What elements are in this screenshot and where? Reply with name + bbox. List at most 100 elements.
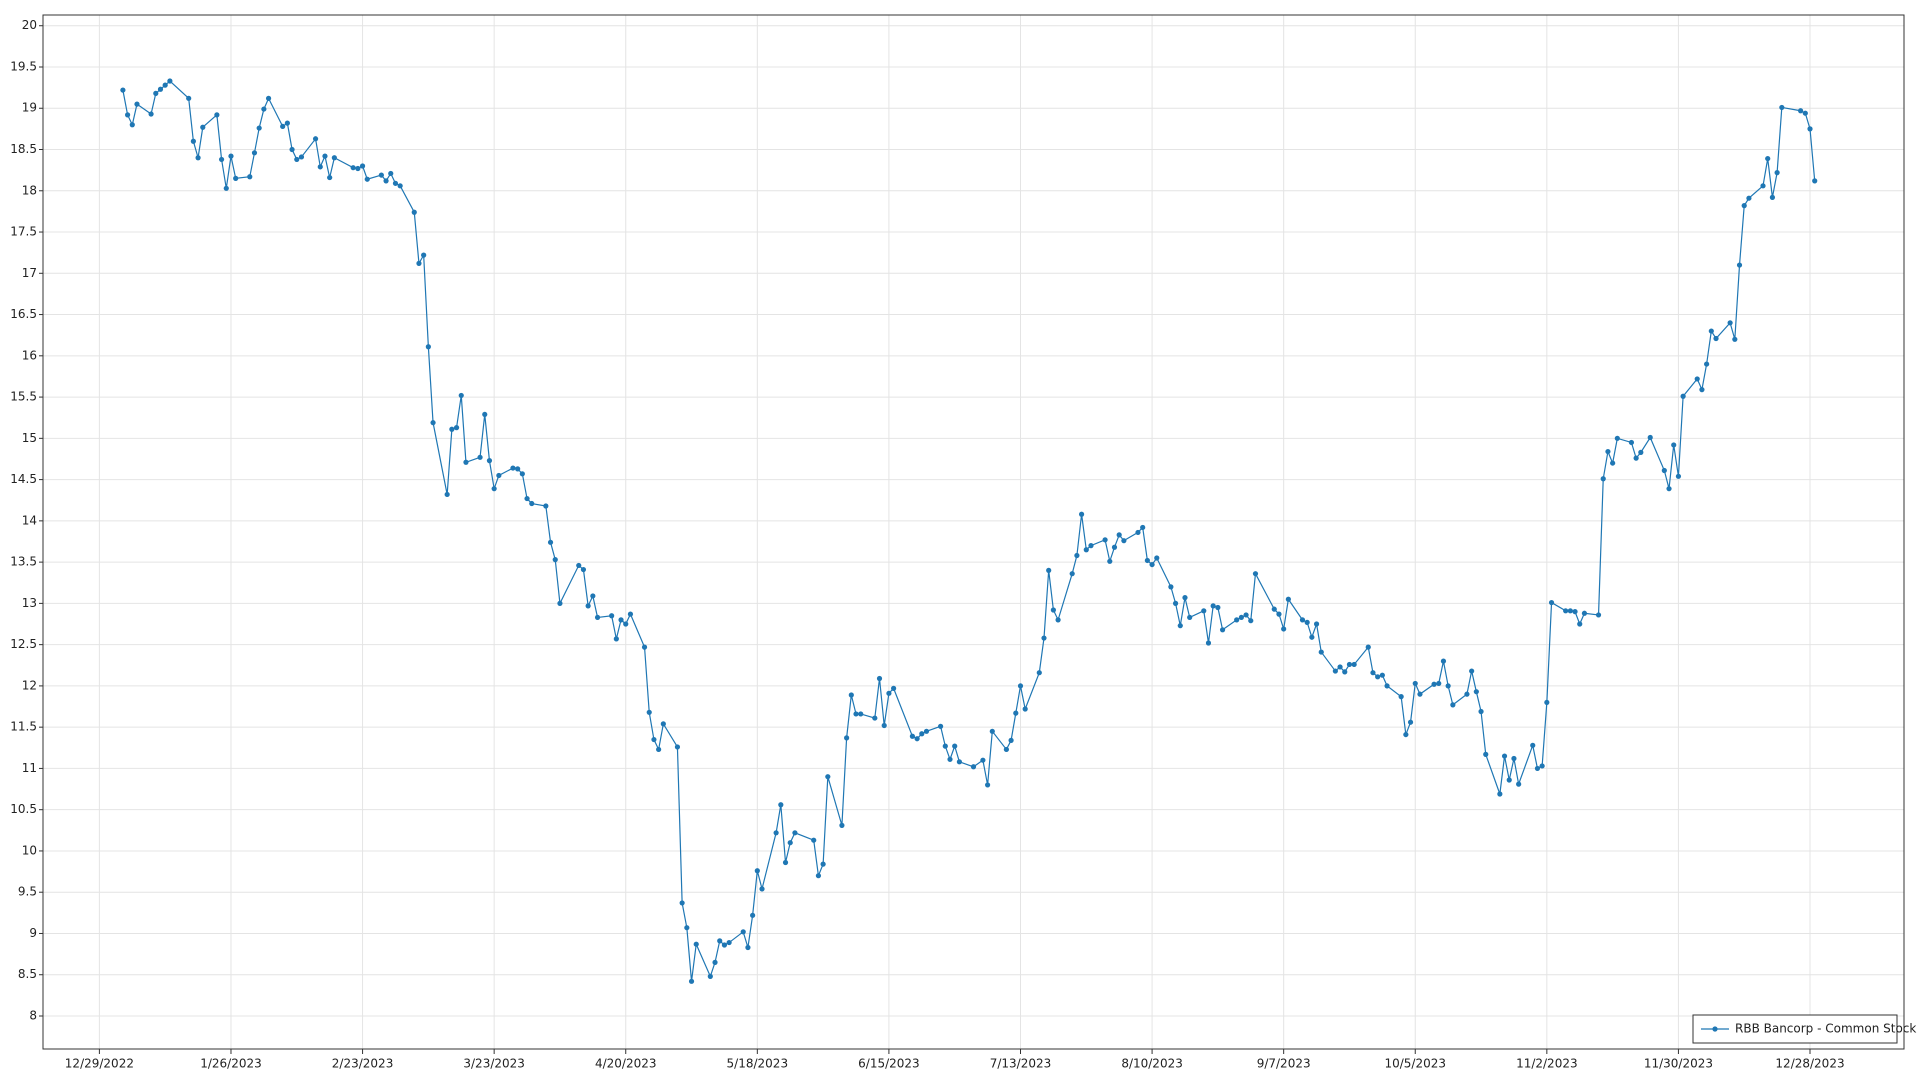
data-point xyxy=(1022,706,1028,712)
data-point xyxy=(1614,435,1620,441)
data-point xyxy=(416,260,422,266)
y-tick-label: 19.5 xyxy=(10,59,37,73)
data-point xyxy=(576,562,582,569)
data-point xyxy=(233,175,239,181)
data-point xyxy=(1680,393,1686,399)
y-tick-label: 11.5 xyxy=(10,720,37,734)
data-point xyxy=(792,830,798,836)
data-point xyxy=(1168,584,1174,590)
data-point xyxy=(1633,455,1639,461)
data-point xyxy=(477,454,483,460)
data-point xyxy=(1450,702,1456,708)
data-point xyxy=(510,465,516,471)
data-point xyxy=(1760,183,1766,189)
data-point xyxy=(284,120,290,126)
data-point xyxy=(618,617,624,623)
x-tick-label: 9/7/2023 xyxy=(1257,1057,1311,1071)
data-point xyxy=(750,912,756,918)
data-point xyxy=(280,123,286,130)
data-point xyxy=(938,723,944,729)
data-point xyxy=(458,392,464,399)
data-point xyxy=(1219,627,1226,633)
data-point xyxy=(1205,640,1212,646)
data-point xyxy=(1798,108,1804,114)
data-point xyxy=(134,101,140,107)
data-point xyxy=(1046,567,1052,573)
data-point xyxy=(1121,538,1127,544)
data-point xyxy=(1704,361,1710,367)
data-point xyxy=(1346,661,1353,668)
data-point xyxy=(1563,608,1569,614)
data-point xyxy=(923,728,930,734)
data-point xyxy=(153,90,159,96)
data-point xyxy=(1332,668,1338,674)
data-point xyxy=(1501,753,1508,759)
data-point xyxy=(1746,195,1752,201)
data-point xyxy=(684,925,690,931)
data-point xyxy=(411,209,417,215)
data-point xyxy=(312,136,319,142)
data-point xyxy=(124,112,131,118)
data-point xyxy=(881,722,887,729)
data-point xyxy=(463,459,469,465)
data-point xyxy=(157,86,164,92)
data-point xyxy=(1483,751,1489,757)
data-point xyxy=(294,156,300,163)
data-point xyxy=(1140,524,1146,531)
data-point xyxy=(1567,608,1573,614)
data-point xyxy=(1572,609,1578,615)
y-tick-label: 12 xyxy=(22,678,37,692)
data-point xyxy=(552,557,558,563)
data-point xyxy=(679,900,685,906)
data-point xyxy=(876,675,883,682)
data-point xyxy=(543,503,549,509)
data-point xyxy=(613,636,619,642)
data-point xyxy=(265,95,272,101)
data-point xyxy=(872,715,878,721)
data-point xyxy=(162,82,168,88)
y-tick-label: 14.5 xyxy=(10,472,37,486)
data-point xyxy=(251,150,258,156)
y-tick-label: 16.5 xyxy=(10,307,37,321)
data-point xyxy=(1605,448,1611,455)
data-point xyxy=(1534,765,1541,772)
data-point xyxy=(486,458,493,464)
data-point xyxy=(1243,612,1249,618)
data-point xyxy=(956,759,963,765)
data-point xyxy=(1182,595,1188,601)
data-point xyxy=(594,614,601,621)
data-point xyxy=(1078,511,1085,517)
legend-label: RBB Bancorp - Common Stock xyxy=(1735,1022,1916,1036)
y-tick-label: 18.5 xyxy=(10,142,37,156)
data-point xyxy=(1610,460,1616,466)
x-tick-label: 2/23/2023 xyxy=(332,1057,394,1071)
data-point xyxy=(1544,699,1550,706)
data-point xyxy=(1337,664,1343,670)
data-point xyxy=(721,942,728,948)
grid: 8 8.5 9 9.5 10 10.5 11 11.5 12 12.5 13 13.5 14 14.5 15… xyxy=(10,15,1904,1071)
data-point xyxy=(773,830,779,836)
data-point xyxy=(120,87,126,93)
data-point xyxy=(557,600,563,606)
data-point xyxy=(214,112,220,118)
data-point xyxy=(1351,661,1357,668)
data-point xyxy=(726,939,732,946)
data-point xyxy=(909,733,916,739)
x-tick-label: 4/20/2023 xyxy=(595,1057,657,1071)
y-tick-label: 16 xyxy=(22,348,37,362)
data-point xyxy=(1516,781,1522,787)
data-point xyxy=(1285,596,1291,602)
data-point xyxy=(745,944,751,951)
data-point xyxy=(646,709,652,715)
data-point xyxy=(641,644,648,650)
x-tick-label: 1/26/2023 xyxy=(200,1057,262,1071)
data-point xyxy=(359,163,366,169)
data-point xyxy=(1417,691,1423,697)
data-point xyxy=(1732,336,1738,342)
data-point xyxy=(1008,737,1014,743)
data-point xyxy=(1083,547,1089,553)
data-point xyxy=(1210,603,1216,609)
data-point xyxy=(1318,649,1324,655)
data-point xyxy=(1769,194,1776,200)
